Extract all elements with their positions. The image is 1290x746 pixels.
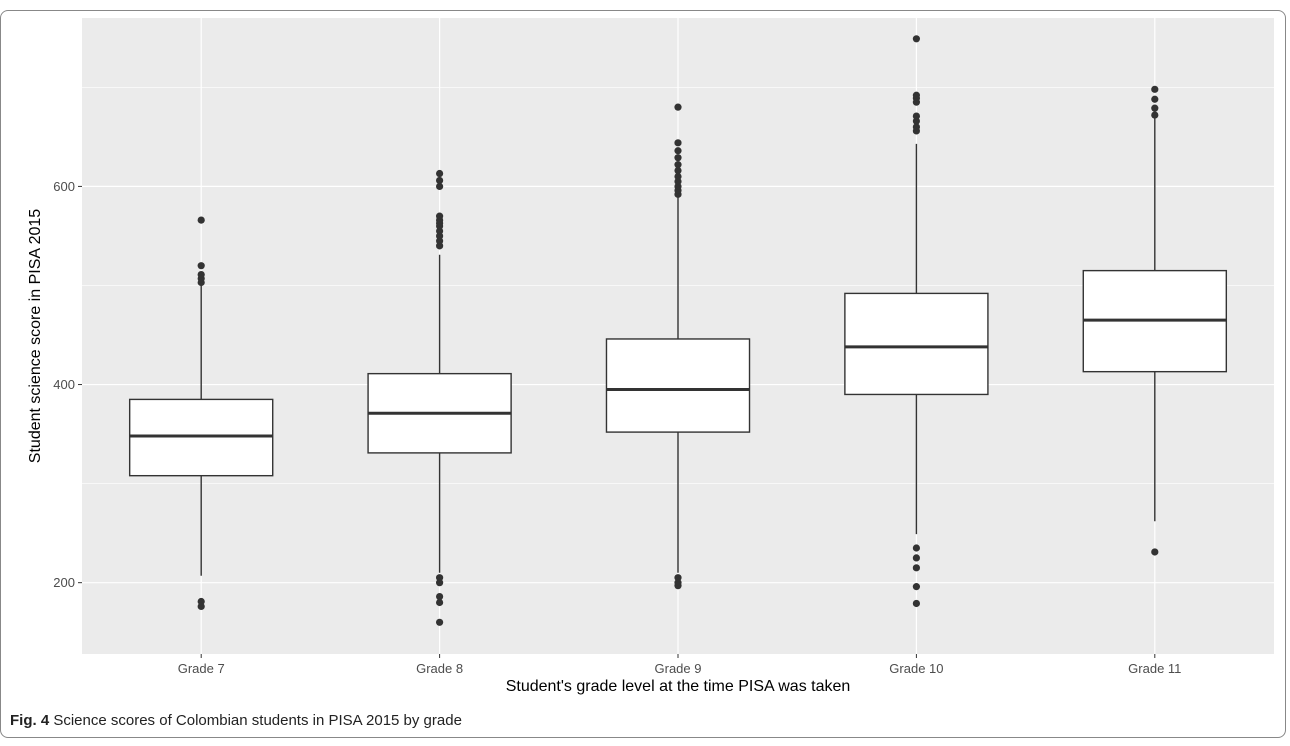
box-grade-10	[844, 35, 989, 608]
outlier-point	[674, 182, 682, 191]
axes-layer: 200 400 600 Grade 7 Grade 8 Grade 9 Grade 10 Gr…	[53, 179, 1181, 676]
x-tick-label: Grade 9	[655, 661, 702, 676]
outlier-point	[912, 117, 921, 125]
outlier-point	[912, 599, 921, 608]
outlier-point	[674, 161, 682, 169]
outlier-point	[197, 216, 205, 224]
x-axis-title: Student's grade level at the time PISA w…	[506, 678, 851, 695]
caption-label: Fig. 4	[10, 712, 50, 729]
outlier-point	[436, 212, 444, 220]
outlier-point	[1151, 85, 1159, 93]
y-tick-label: 200	[53, 575, 75, 590]
outlier-point	[436, 176, 444, 185]
outlier-point	[1151, 104, 1159, 112]
outlier-point	[1151, 111, 1159, 119]
x-tick-label: Grade 11	[1128, 661, 1181, 676]
outlier-point	[912, 35, 921, 43]
outlier-point	[912, 583, 921, 591]
iqr-box	[605, 338, 751, 433]
outlier-point	[912, 123, 921, 131]
outlier-point	[436, 618, 444, 626]
y-tick-label: 600	[53, 179, 75, 194]
outlier-point	[436, 232, 444, 240]
outlier-point	[197, 597, 205, 606]
outlier-point	[436, 574, 444, 582]
iqr-box	[844, 292, 989, 396]
outlier-point	[912, 564, 921, 572]
figure-caption: Fig. 4 Science scores of Colombian stude…	[10, 712, 462, 729]
outlier-point	[674, 574, 682, 582]
box-grade-8	[367, 169, 512, 626]
x-tick-label: Grade 10	[889, 661, 943, 676]
outlier-point	[436, 242, 444, 250]
outlier-point	[436, 579, 444, 587]
y-axis-title: Student science score in PISA 2015	[27, 209, 44, 463]
boxplot-chart: 200 400 600 Grade 7 Grade 8 Grade 9 Grade 10 Gr…	[27, 18, 1274, 695]
outlier-point	[674, 147, 682, 155]
x-tick-label: Grade 7	[178, 661, 225, 676]
boxes-layer	[128, 35, 1228, 626]
y-tick-label: 400	[53, 377, 75, 392]
outlier-point	[1151, 548, 1159, 556]
outlier-point	[674, 177, 682, 186]
outlier-point	[436, 227, 444, 235]
outlier-point	[436, 598, 444, 607]
outlier-point	[674, 166, 682, 175]
outlier-point	[674, 172, 682, 181]
x-tick-label: Grade 8	[416, 661, 463, 676]
figure-frame	[0, 10, 1286, 738]
outlier-point	[436, 169, 444, 178]
box-grade-9	[605, 103, 751, 590]
caption-text: Science scores of Colombian students in …	[53, 712, 462, 729]
outlier-point	[197, 602, 205, 611]
box-grade-7	[128, 216, 274, 611]
outlier-point	[674, 579, 682, 587]
outlier-point	[197, 262, 205, 270]
outlier-point	[912, 112, 921, 120]
outlier-point	[912, 554, 921, 562]
outlier-point	[1151, 95, 1159, 103]
outlier-point	[436, 592, 444, 601]
outlier-point	[674, 154, 682, 162]
outlier-point	[436, 237, 444, 245]
outlier-point	[674, 139, 682, 147]
outlier-point	[912, 91, 921, 99]
outlier-point	[674, 103, 682, 111]
outlier-point	[197, 270, 205, 279]
outlier-point	[436, 182, 444, 191]
outlier-point	[912, 544, 921, 552]
box-grade-11	[1082, 85, 1228, 556]
